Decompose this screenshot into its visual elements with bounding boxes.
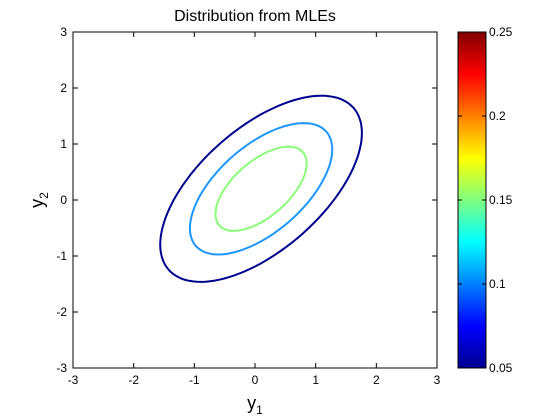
x-tick-label: -1 — [189, 373, 200, 387]
y-tick-label: 3 — [60, 25, 67, 39]
x-tick-label: 0 — [252, 373, 259, 387]
colorbar-tick-label: 0.05 — [489, 361, 513, 375]
x-tick-label: 2 — [373, 373, 380, 387]
y-tick-label: -2 — [56, 305, 67, 319]
x-axis-ticks: -3 -2 -1 0 1 2 3 — [68, 32, 441, 387]
colorbar — [457, 31, 487, 369]
y-tick-label: 2 — [60, 81, 67, 95]
contour-level-2 — [214, 145, 308, 232]
contour-level-1 — [188, 122, 334, 256]
plot-area — [72, 31, 438, 369]
x-tick-label: 3 — [434, 373, 441, 387]
y-tick-label: 1 — [60, 137, 67, 151]
x-tick-label: -2 — [128, 373, 139, 387]
y-tick-label: 0 — [60, 193, 67, 207]
y-tick-label: -1 — [56, 249, 67, 263]
x-tick-label: 1 — [312, 373, 319, 387]
y-axis-label: y2 — [27, 192, 51, 208]
colorbar-tick-label: 0.25 — [489, 25, 513, 39]
chart-title: Distribution from MLEs — [174, 8, 336, 25]
y-tick-label: -3 — [56, 361, 67, 375]
contour-level-0 — [159, 94, 363, 283]
colorbar-tick-label: 0.1 — [489, 277, 506, 291]
x-tick-label: -3 — [68, 373, 79, 387]
x-axis-label: y1 — [247, 393, 263, 417]
colorbar-ticks: 0.05 0.1 0.15 0.2 0.25 — [458, 25, 513, 375]
y-axis-ticks: -3 -2 -1 0 1 2 3 — [56, 25, 437, 375]
colorbar-tick-label: 0.15 — [489, 193, 513, 207]
colorbar-tick-label: 0.2 — [489, 109, 506, 123]
contour-lines — [159, 94, 363, 283]
